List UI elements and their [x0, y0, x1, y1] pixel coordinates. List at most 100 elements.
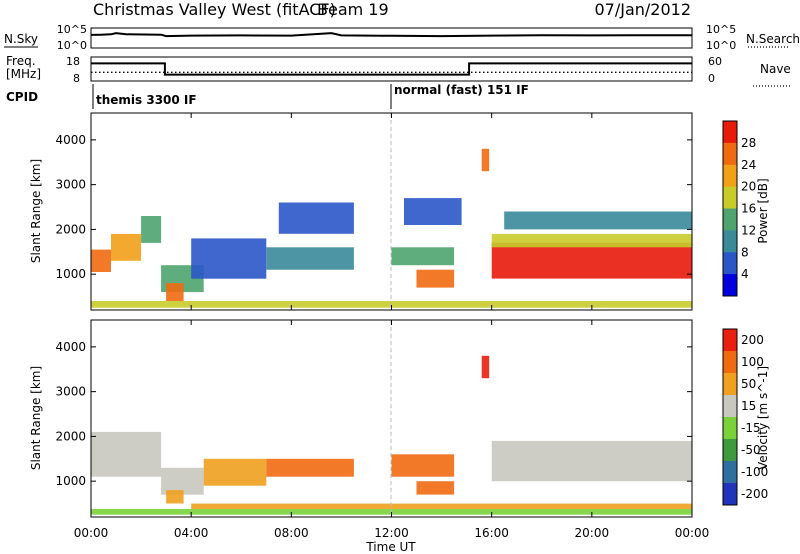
freq-series-line: [91, 62, 692, 76]
freq-strip-frame: [90, 56, 693, 82]
scatter-band: [266, 458, 354, 477]
colorbar-swatch: [723, 252, 737, 275]
scatter-band: [504, 211, 692, 230]
power-ylabel: Slant Range [km]: [29, 159, 43, 263]
scatter-band: [391, 247, 455, 266]
colorbar-tick-label: -50: [741, 443, 761, 457]
cpid-mode-2: normal (fast) 151 IF: [394, 83, 529, 97]
colorbar-swatch: [723, 417, 737, 440]
nsearch-tick-top: 10^5: [706, 23, 736, 36]
colorbar-tick-label: 24: [741, 158, 756, 172]
colorbar-tick-label: 15: [741, 399, 756, 413]
scatter-band: [404, 198, 462, 225]
colorbar-swatch: [723, 373, 737, 396]
nsearch-tick-bottom: 10^0: [706, 39, 736, 52]
scatter-band: [416, 269, 455, 288]
nsky-tick-bottom: 10^0: [57, 39, 87, 52]
velocity-colorbar-label: Velocity [m s^-1]: [756, 366, 770, 470]
x-tick-label: 16:00: [474, 526, 509, 540]
scatter-band: [111, 233, 141, 261]
colorbar-tick-label: 50: [741, 377, 756, 391]
x-tick-label: 04:00: [174, 526, 209, 540]
colorbar-frame: [722, 120, 738, 297]
scatter-band: [491, 233, 692, 248]
colorbar-swatch: [723, 274, 737, 297]
colorbar-swatch: [723, 164, 737, 188]
scatter-band: [481, 148, 490, 172]
scatter-band: [166, 283, 184, 301]
colorbar-frame: [722, 328, 738, 506]
x-tick-label: 12:00: [374, 526, 409, 540]
scatter-band: [166, 490, 184, 504]
colorbar-swatch: [723, 208, 737, 231]
y-tick-label: 4000: [55, 340, 86, 354]
colorbar-tick-label: -100: [741, 465, 768, 479]
time-x-axis: 00:00 04:00 08:00 12:00 16:00 20:00 00:00: [74, 113, 710, 540]
colorbar-swatch: [723, 395, 737, 418]
velocity-y-axis: 1000 2000 3000 4000: [55, 340, 692, 488]
nsky-tick-top: 10^5: [57, 23, 87, 36]
nsky-strip-frame: [90, 27, 693, 49]
scatter-band: [141, 216, 162, 243]
nsky-label: N.Sky: [4, 32, 38, 46]
y-tick-label: 4000: [55, 133, 86, 147]
power-colorbar-label: Power [dB]: [756, 178, 770, 243]
nave-tick-bottom: 0: [708, 72, 715, 85]
colorbar-tick-label: 100: [741, 355, 764, 369]
y-tick-label: 2000: [55, 222, 86, 236]
colorbar-swatch: [723, 121, 737, 144]
scatter-band: [491, 242, 692, 279]
station-title: Christmas Valley West (fitACF): [93, 0, 336, 19]
scatter-band: [266, 247, 354, 270]
scatter-band: [91, 249, 111, 272]
colorbar-tick-label: 16: [741, 202, 756, 216]
velocity-colorbar: 200 100 50 15 -15 -50 -100 -200: [722, 328, 768, 506]
colorbar-swatch: [723, 329, 737, 352]
colorbar-tick-label: -15: [741, 421, 761, 435]
x-axis-label: Time UT: [365, 540, 416, 554]
beam-label: Beam 19: [317, 0, 389, 19]
y-tick-label: 3000: [55, 178, 86, 192]
colorbar-swatch: [723, 186, 737, 209]
colorbar-swatch: [723, 439, 737, 462]
y-tick-label: 3000: [55, 385, 86, 399]
x-tick-label: 00:00: [74, 526, 109, 540]
freq-tick-top: 18: [66, 55, 80, 68]
colorbar-tick-label: 28: [741, 136, 756, 150]
cpid-label: CPID: [6, 90, 38, 104]
y-tick-label: 1000: [55, 267, 86, 281]
x-tick-label: 00:00: [675, 526, 710, 540]
x-tick-label: 08:00: [274, 526, 309, 540]
colorbar-swatch: [723, 230, 737, 253]
colorbar-swatch: [723, 461, 737, 484]
scatter-band: [481, 355, 490, 379]
colorbar-swatch: [723, 483, 737, 506]
colorbar-tick-label: -200: [741, 487, 768, 501]
colorbar-swatch: [723, 351, 737, 374]
scatter-band: [391, 454, 455, 477]
nave-label: Nave: [760, 62, 791, 76]
colorbar-swatch: [723, 142, 737, 166]
scatter-band: [491, 440, 692, 482]
power-y-axis: 1000 2000 3000 4000: [55, 133, 692, 281]
y-tick-label: 1000: [55, 474, 86, 488]
nsky-series-line: [90, 32, 692, 38]
velocity-ylabel: Slant Range [km]: [29, 366, 43, 470]
y-tick-label: 2000: [55, 429, 86, 443]
colorbar-tick-label: 8: [741, 245, 749, 259]
scatter-band: [416, 481, 455, 495]
power-colorbar: 28 24 20 16 12 8 4: [722, 120, 756, 297]
freq-label-line1: Freq.: [6, 54, 36, 68]
x-tick-label: 20:00: [575, 526, 610, 540]
colorbar-tick-label: 20: [741, 180, 756, 194]
freq-tick-bottom: 8: [73, 72, 80, 85]
cpid-mode-1: themis 3300 IF: [96, 93, 197, 107]
scatter-band: [203, 458, 267, 486]
date-label: 07/Jan/2012: [594, 0, 691, 19]
scatter-band: [191, 238, 267, 279]
nsearch-label: N.Search: [746, 32, 800, 46]
freq-label-line2: [MHz]: [6, 67, 41, 81]
nave-tick-top: 60: [708, 55, 722, 68]
colorbar-tick-label: 12: [741, 223, 756, 237]
